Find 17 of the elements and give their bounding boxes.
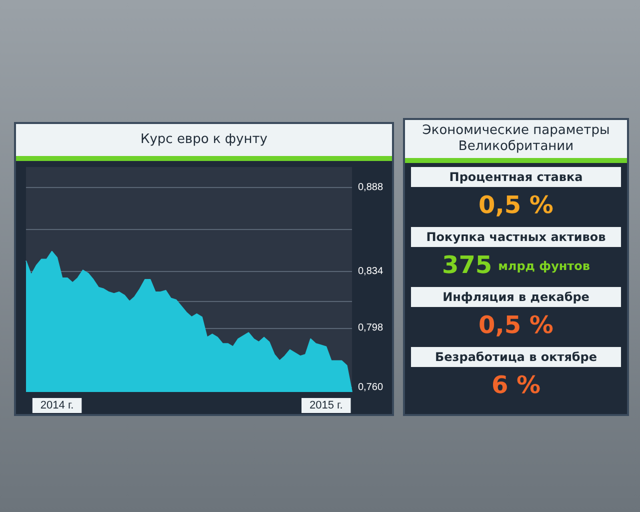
y-tick-label: 0,760 <box>358 382 384 393</box>
y-tick-label: 0,798 <box>358 322 384 334</box>
text: Безработица в октябре <box>411 347 621 367</box>
text: Процентная ставка <box>411 167 621 187</box>
text: Экономические параметры Великобритании <box>405 120 627 163</box>
text: 6 % <box>491 371 541 399</box>
text: 375 <box>442 251 492 279</box>
y-tick-label: 0,888 <box>358 182 384 193</box>
text: 0,5 % <box>478 311 554 339</box>
text: млрд фунтов <box>498 258 590 273</box>
x-tick-label: 2014 г. <box>40 400 74 412</box>
text: Инфляция в декабре <box>411 287 621 307</box>
chart-title: Курс евро к фунту <box>16 124 392 161</box>
y-tick-label: 0,834 <box>358 266 384 278</box>
x-tick-label: 2015 г. <box>309 400 343 412</box>
text: Покупка частных активов <box>411 227 621 247</box>
text: 0,5 % <box>478 191 554 219</box>
